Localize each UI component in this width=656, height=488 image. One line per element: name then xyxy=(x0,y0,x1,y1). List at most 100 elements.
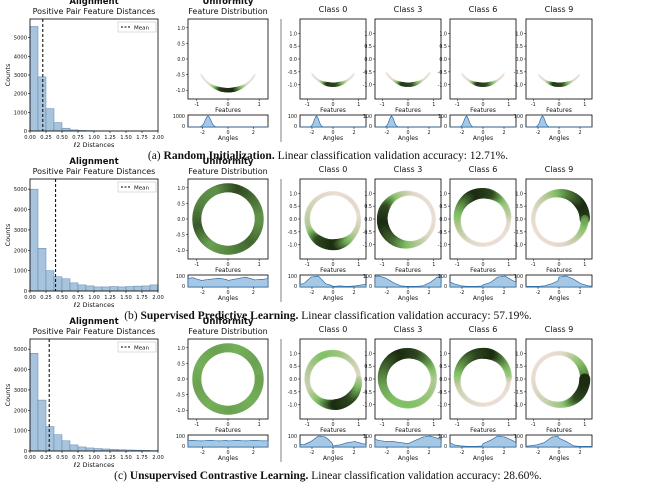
kde-curve xyxy=(374,435,442,448)
x-tick-label: 0.50 xyxy=(56,455,68,461)
x-tick-label: 0 xyxy=(226,262,229,268)
y-tick-label: 1000 xyxy=(14,110,27,116)
y-tick-label: 1.0 xyxy=(439,31,447,37)
x-tick-label: 0.50 xyxy=(56,135,68,141)
kde-y-zero-label: 0 xyxy=(294,124,297,130)
feature-density-segment xyxy=(471,400,479,407)
class-title: Class 6 xyxy=(469,5,498,14)
feature-density-segment xyxy=(543,79,547,82)
class-axes-frame xyxy=(299,18,367,100)
feature-density-segment xyxy=(253,73,257,78)
uniformity-axes-frame xyxy=(187,338,269,420)
feature-density-segment xyxy=(246,80,251,85)
y-tick-label: -1.0 xyxy=(288,243,297,249)
y-tick-label: 0.0 xyxy=(289,217,297,223)
feature-density-segment xyxy=(346,78,350,82)
y-tick-label: 1.0 xyxy=(364,351,372,357)
feature-density-segment xyxy=(455,222,462,231)
y-tick-label: 5000 xyxy=(14,187,27,193)
feature-density-segment xyxy=(563,351,571,358)
y-tick-label: 5000 xyxy=(14,36,27,42)
feature-density-segment xyxy=(567,80,572,85)
y-tick-label: 1000 xyxy=(14,429,27,435)
feature-density-segment xyxy=(500,391,507,398)
alignment-title: Alignment xyxy=(69,157,118,167)
y-tick-label: 1.0 xyxy=(439,351,447,357)
y-tick-label: 1.0 xyxy=(289,31,297,37)
feature-density-segment xyxy=(425,200,432,207)
feature-density-segment xyxy=(577,73,581,77)
feature-density-segment xyxy=(426,202,433,209)
feature-density-segment xyxy=(347,77,351,81)
y-tick-label: 0.5 xyxy=(289,204,297,210)
feature-density-segment xyxy=(413,239,422,247)
feature-density-segment xyxy=(351,73,355,77)
angle-tick-label: 0 xyxy=(331,290,334,296)
feature-density-segment xyxy=(417,80,422,84)
feature-density-segment xyxy=(347,232,356,241)
feature-density-segment xyxy=(504,383,511,391)
feature-density-segment xyxy=(536,198,544,206)
angle-tick-label: -2 xyxy=(385,290,390,296)
feature-density-segment xyxy=(427,227,434,235)
feature-density-segment xyxy=(305,367,312,376)
feature-density-segment xyxy=(493,79,498,84)
kde-y-max-label: 100 xyxy=(176,274,185,280)
angle-tick-label: -2 xyxy=(460,290,465,296)
x-tick-label: 1.25 xyxy=(104,135,116,141)
feature-density-segment xyxy=(347,196,354,204)
uniformity-title: Uniformity xyxy=(203,317,254,327)
x-tick-label: 0 xyxy=(481,422,484,428)
angle-tick-label: 0 xyxy=(481,290,484,296)
x-tick-label: 0 xyxy=(481,262,484,268)
x-tick-label: 0 xyxy=(331,422,334,428)
feature-density-segment xyxy=(420,236,428,243)
feature-density-segment xyxy=(457,229,465,237)
y-tick-label: -0.5 xyxy=(438,390,447,396)
feature-density-segment xyxy=(489,400,497,406)
feature-density-segment xyxy=(421,77,426,82)
feature-density-segment xyxy=(204,79,208,83)
y-tick-label: 1.0 xyxy=(439,191,447,197)
x-tick-label: 0.00 xyxy=(24,135,36,141)
y-tick-label: 2000 xyxy=(14,92,27,98)
feature-density-segment xyxy=(348,198,356,205)
feature-density-segment xyxy=(572,234,581,242)
angles-label: Angles xyxy=(473,455,493,462)
feature-density-segment xyxy=(354,223,361,231)
feature-density-segment xyxy=(250,76,255,81)
feature-density-segment xyxy=(415,238,424,246)
x-tick-label: 1.50 xyxy=(120,455,132,461)
kde-y-max-label: 100 xyxy=(438,274,447,280)
feature-density-segment xyxy=(420,78,425,82)
feature-density-segment xyxy=(541,77,545,81)
x-tick-label: 1 xyxy=(507,422,510,428)
kde-y-zero-label: 0 xyxy=(182,444,185,450)
angle-tick-label: -2 xyxy=(200,130,205,136)
feature-density-segment xyxy=(534,362,541,369)
y-tick-label: -1.0 xyxy=(176,248,185,254)
y-tick-label: -0.5 xyxy=(176,393,185,399)
feature-density-segment xyxy=(533,387,540,395)
feature-density-segment xyxy=(455,382,462,391)
angle-tick-label: 0 xyxy=(406,290,409,296)
angle-tick-label: 2 xyxy=(427,290,430,296)
x-tick-label: 1.25 xyxy=(104,455,116,461)
histogram-bar xyxy=(29,353,39,452)
angles-label: Angles xyxy=(473,135,493,142)
y-tick-label: 0.5 xyxy=(439,44,447,50)
feature-density-segment xyxy=(504,225,510,233)
feature-density-segment xyxy=(491,239,499,245)
y-tick-label: 1.0 xyxy=(515,351,523,357)
feature-density-segment xyxy=(576,74,580,78)
angle-tick-label: 0 xyxy=(226,290,229,296)
y-tick-label: -0.5 xyxy=(514,390,523,396)
feature-density-segment xyxy=(574,76,578,80)
feature-density-segment xyxy=(306,386,314,395)
angle-tick-label: 2 xyxy=(352,290,355,296)
y-tick-label: -1.0 xyxy=(363,83,372,89)
feature-density-segment xyxy=(533,227,539,235)
caption-row-a: (a) Random Initialization. Linear classi… xyxy=(0,150,656,162)
feature-density-segment xyxy=(495,236,502,243)
